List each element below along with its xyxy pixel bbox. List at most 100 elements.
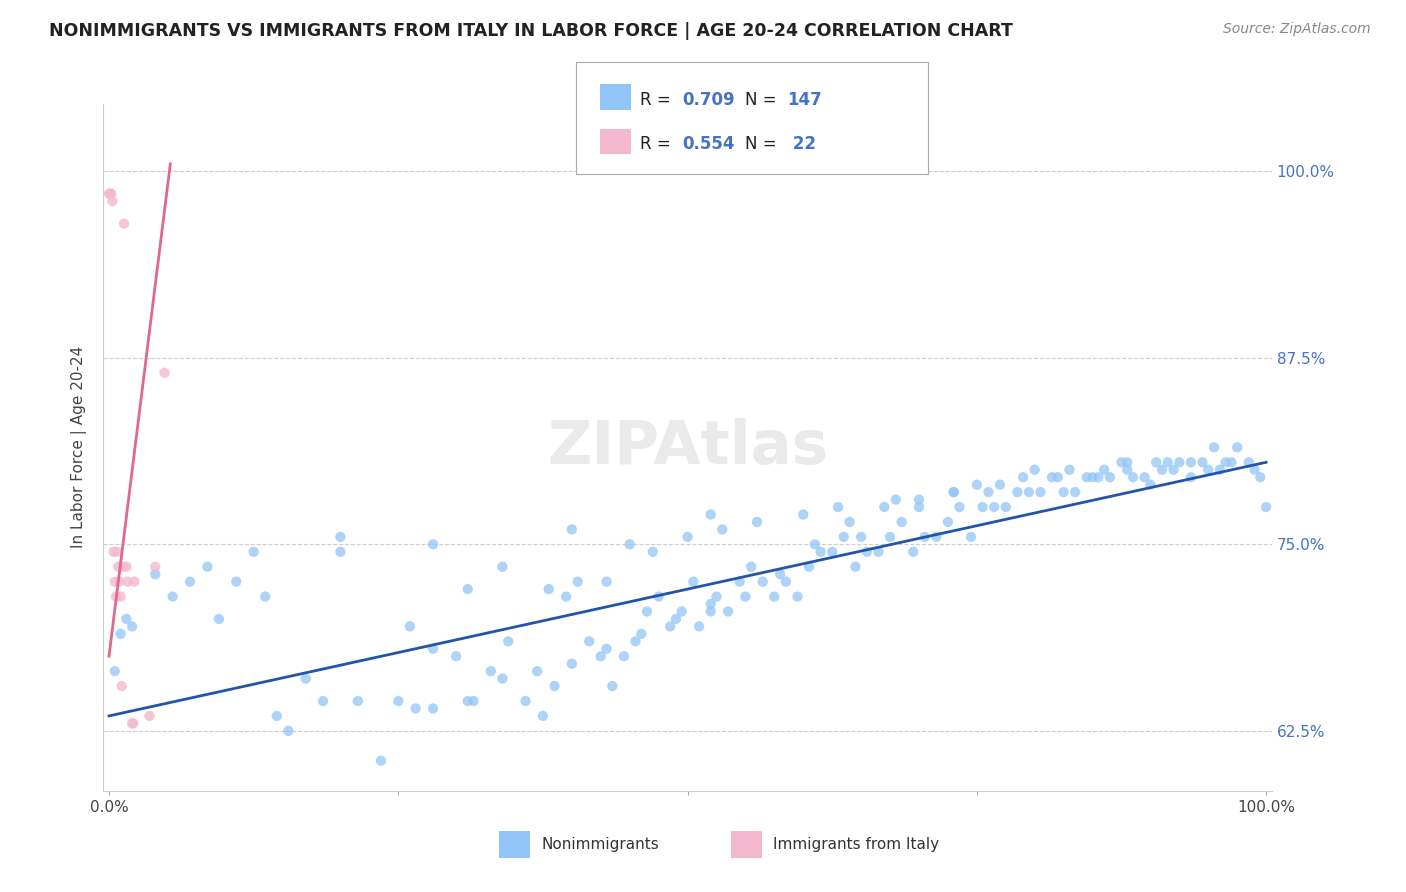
Point xyxy=(1139,477,1161,491)
Point xyxy=(671,605,693,619)
Point xyxy=(1220,455,1243,469)
Point xyxy=(561,657,583,671)
Point xyxy=(1024,463,1046,477)
Point xyxy=(1226,441,1249,455)
Point xyxy=(457,694,479,708)
Point xyxy=(624,634,647,648)
Point xyxy=(728,574,751,589)
Point xyxy=(752,574,775,589)
Point xyxy=(115,559,138,574)
Point xyxy=(1029,485,1052,500)
Point xyxy=(942,485,965,500)
Point xyxy=(463,694,485,708)
Point xyxy=(111,679,134,693)
Point xyxy=(1209,463,1232,477)
Point xyxy=(138,709,160,723)
Point xyxy=(195,559,218,574)
Point xyxy=(717,605,740,619)
Point xyxy=(143,559,166,574)
Point xyxy=(110,590,132,604)
Point xyxy=(1168,455,1191,469)
Point xyxy=(515,694,537,708)
Point xyxy=(1087,470,1109,484)
Text: 0.709: 0.709 xyxy=(682,91,734,109)
Point xyxy=(960,530,983,544)
Point xyxy=(699,508,721,522)
Point xyxy=(745,515,768,529)
Point xyxy=(1007,485,1029,500)
Text: 22: 22 xyxy=(787,135,817,153)
Point xyxy=(636,605,658,619)
Point xyxy=(868,545,890,559)
Point xyxy=(104,574,127,589)
Point xyxy=(329,545,352,559)
Text: N =: N = xyxy=(745,135,782,153)
Text: Immigrants from Italy: Immigrants from Italy xyxy=(773,838,939,852)
Point xyxy=(1059,463,1081,477)
Point xyxy=(821,545,844,559)
Point xyxy=(104,664,127,678)
Point xyxy=(1018,485,1040,500)
Point xyxy=(312,694,335,708)
Point xyxy=(786,590,808,604)
Point xyxy=(873,500,896,514)
Text: N =: N = xyxy=(745,91,782,109)
Point xyxy=(647,590,669,604)
Point xyxy=(838,515,860,529)
Point xyxy=(496,634,519,648)
Text: Source: ZipAtlas.com: Source: ZipAtlas.com xyxy=(1223,22,1371,37)
Point xyxy=(1040,470,1063,484)
Text: R =: R = xyxy=(640,91,676,109)
Point xyxy=(595,574,617,589)
Point xyxy=(1191,455,1213,469)
Point xyxy=(810,545,832,559)
Point xyxy=(1180,455,1202,469)
Point xyxy=(849,530,872,544)
Point xyxy=(162,590,184,604)
Point xyxy=(1243,463,1265,477)
Point xyxy=(595,641,617,656)
Point xyxy=(1122,470,1144,484)
Point xyxy=(491,672,513,686)
Text: R =: R = xyxy=(640,135,676,153)
Point xyxy=(1133,470,1156,484)
Point xyxy=(901,545,924,559)
Point xyxy=(688,619,710,633)
Point xyxy=(387,694,409,708)
Point xyxy=(98,186,121,201)
Point xyxy=(740,559,762,574)
Point xyxy=(948,500,970,514)
Point xyxy=(124,574,146,589)
Point xyxy=(966,477,988,491)
Point xyxy=(994,500,1017,514)
Point xyxy=(988,477,1011,491)
Point xyxy=(706,590,728,604)
Point xyxy=(143,567,166,582)
Point xyxy=(179,574,201,589)
Point xyxy=(1163,463,1185,477)
Point xyxy=(641,545,664,559)
Point xyxy=(630,627,652,641)
Text: Nonimmigrants: Nonimmigrants xyxy=(541,838,659,852)
Point xyxy=(1076,470,1098,484)
Point xyxy=(225,574,247,589)
Point xyxy=(763,590,786,604)
Point xyxy=(827,500,849,514)
Point xyxy=(856,545,879,559)
Point xyxy=(908,500,931,514)
Point xyxy=(346,694,368,708)
Point xyxy=(112,217,135,231)
Point xyxy=(108,574,131,589)
Point xyxy=(1012,470,1035,484)
Point xyxy=(792,508,814,522)
Point xyxy=(1116,455,1139,469)
Point xyxy=(1157,455,1180,469)
Point xyxy=(972,500,994,514)
Point xyxy=(1215,455,1237,469)
Point xyxy=(531,709,554,723)
Point xyxy=(1249,470,1271,484)
Point xyxy=(208,612,231,626)
Point xyxy=(1064,485,1087,500)
Point xyxy=(977,485,1000,500)
Point xyxy=(457,582,479,596)
